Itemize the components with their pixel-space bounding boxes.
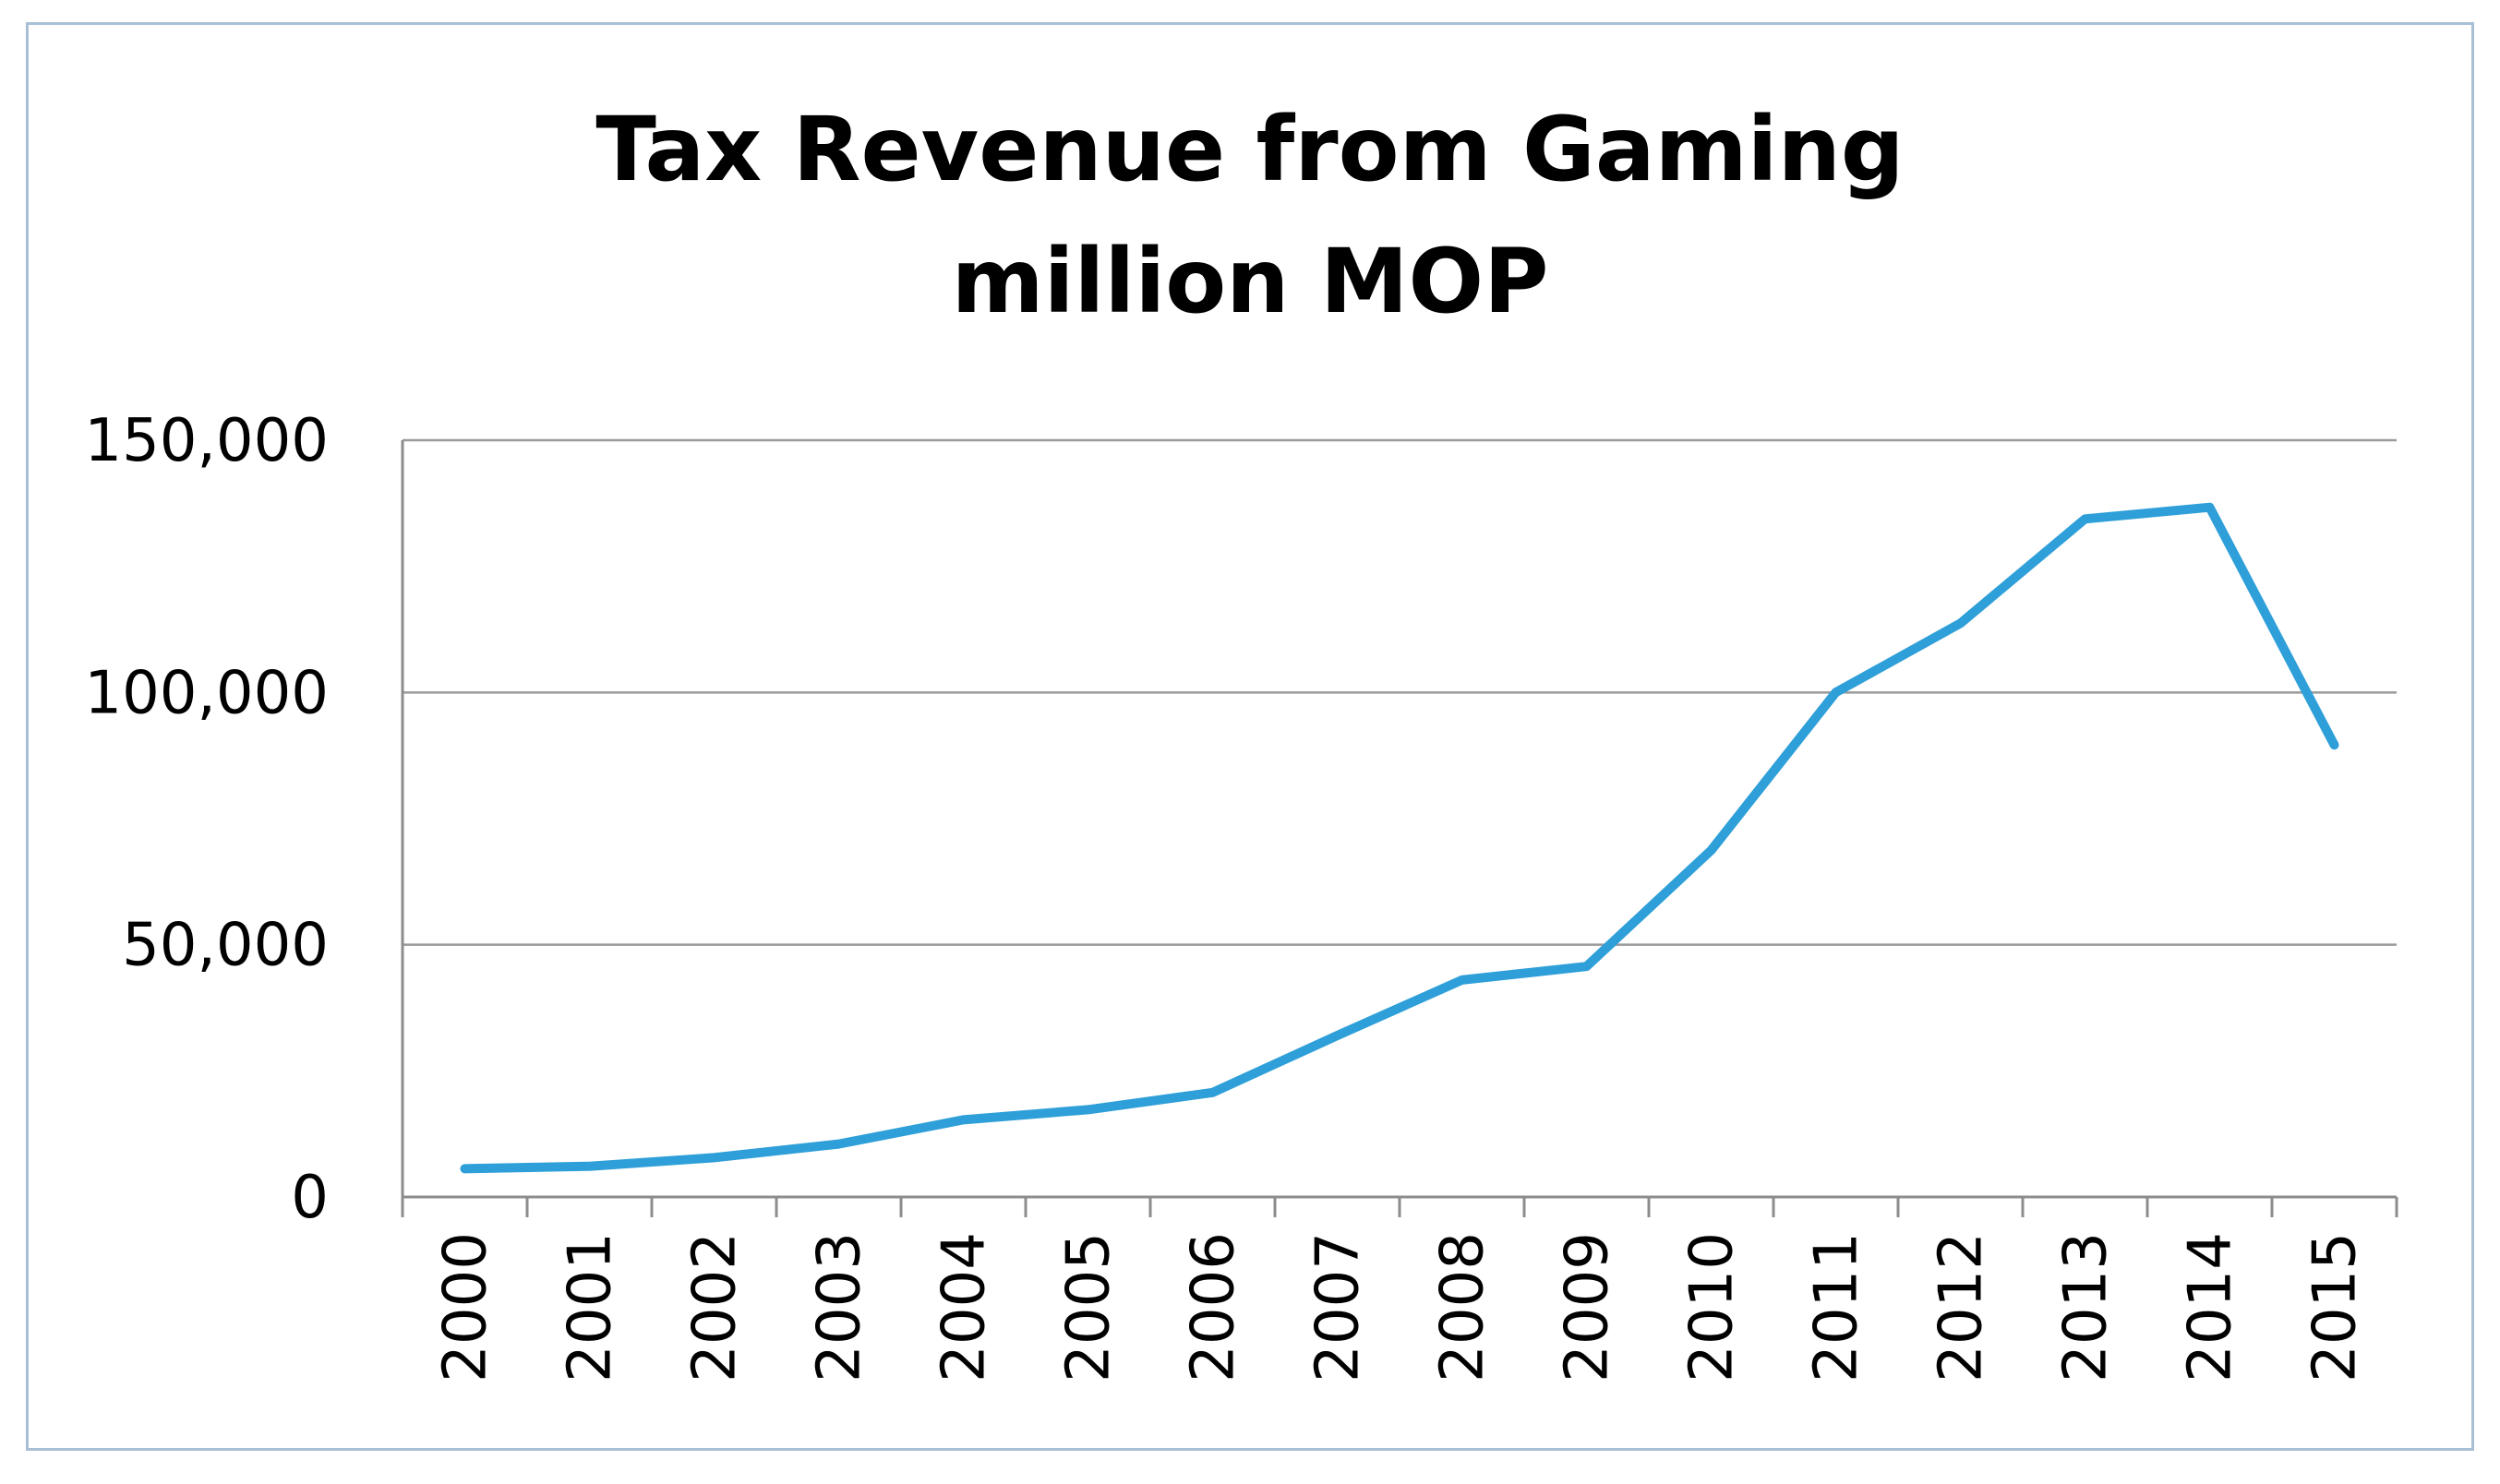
x-tick-label-2009: 2009 <box>1554 1232 1622 1382</box>
x-tick-label-2010: 2010 <box>1678 1232 1747 1382</box>
data-point-2005 <box>1085 1107 1091 1113</box>
series-layer <box>460 502 2339 1174</box>
x-tick-label-2006: 2006 <box>1180 1232 1248 1382</box>
data-point-2012 <box>1957 620 1964 627</box>
gridlines <box>401 438 2398 1217</box>
x-tick-label-2014: 2014 <box>2177 1232 2245 1382</box>
data-point-2001 <box>586 1163 593 1169</box>
y-axis-tick-labels: 0 50,000 100,000 150,000 <box>84 407 329 1232</box>
data-point-2007 <box>1334 1033 1340 1039</box>
data-point-2010 <box>1708 847 1714 854</box>
x-tick-label-2015: 2015 <box>2302 1232 2370 1382</box>
data-point-2002 <box>711 1155 717 1161</box>
y-tick-label-0: 0 <box>291 1164 329 1232</box>
x-tick-label-2005: 2005 <box>1055 1232 1124 1382</box>
data-point-2000 <box>462 1166 468 1172</box>
x-axis-tick-labels: 2000 2001 2002 2003 2004 2005 2006 2007 2008 2009… <box>432 1232 2370 1382</box>
data-point-2009 <box>1583 963 1590 970</box>
x-tick-label-2007: 2007 <box>1304 1232 1373 1382</box>
data-point-2011 <box>1833 689 1839 696</box>
x-tick-label-2000: 2000 <box>432 1232 500 1382</box>
chart-title-line-1: Tax Revenue from Gaming <box>595 98 1904 201</box>
data-point-2013 <box>2082 516 2088 522</box>
data-point-2004 <box>960 1117 967 1123</box>
x-tick-label-2013: 2013 <box>2052 1232 2121 1382</box>
x-tick-label-2004: 2004 <box>931 1232 999 1382</box>
x-tick-label-2008: 2008 <box>1429 1232 1497 1382</box>
y-tick-label-50000: 50,000 <box>122 912 329 980</box>
x-tick-label-2012: 2012 <box>1928 1232 1996 1382</box>
y-tick-label-100000: 100,000 <box>84 659 329 727</box>
data-point-2014 <box>2206 504 2213 510</box>
data-point-2015 <box>2331 742 2338 748</box>
chart-frame <box>26 22 2474 1451</box>
chart-title-line-2: million MOP <box>952 230 1549 333</box>
data-point-2003 <box>835 1141 842 1147</box>
data-point-2006 <box>1209 1089 1216 1095</box>
x-tick-label-2001: 2001 <box>557 1232 625 1382</box>
series-line-0 <box>460 502 2339 1174</box>
x-tick-label-2002: 2002 <box>681 1232 750 1382</box>
x-tick-label-2011: 2011 <box>1803 1232 1871 1382</box>
x-tick-label-2003: 2003 <box>806 1232 874 1382</box>
y-tick-label-150000: 150,000 <box>84 407 329 475</box>
data-point-2008 <box>1459 976 1465 983</box>
